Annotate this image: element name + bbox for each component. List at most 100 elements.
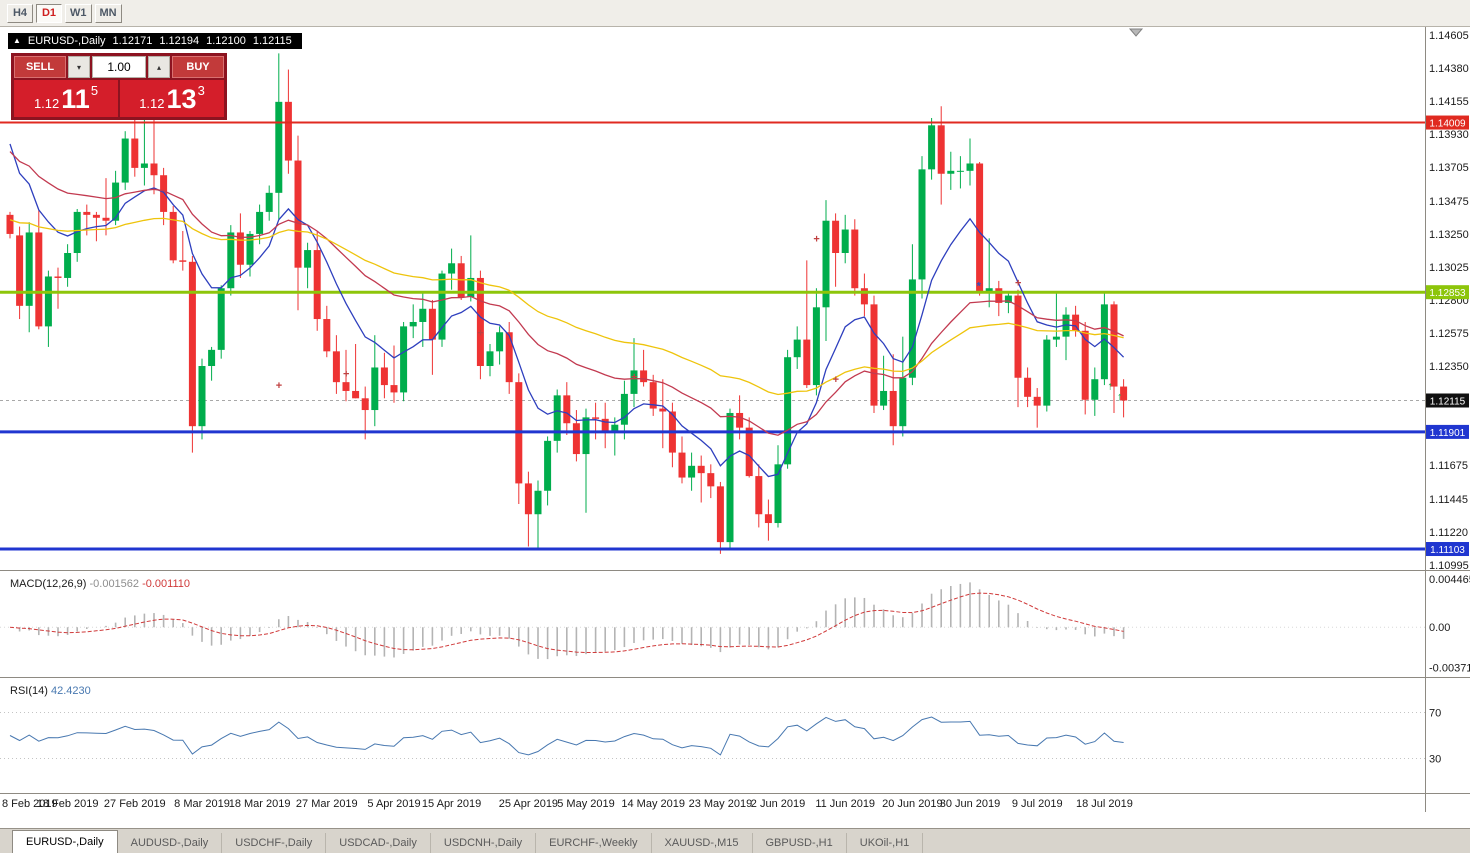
svg-text:5 May 2019: 5 May 2019	[557, 798, 614, 810]
chart-info-bar: ▲ EURUSD-,Daily 1.12171 1.12194 1.12100 …	[8, 33, 302, 49]
ask-price-point: 3	[197, 83, 205, 98]
timeframe-buttons: H4 D1 W1 MN	[7, 3, 122, 23]
tab-usdcnh-daily[interactable]: USDCNH-,Daily	[431, 833, 537, 853]
rsi-line	[9, 716, 1124, 756]
svg-text:1.13705: 1.13705	[1429, 162, 1469, 174]
trade-arrow-marker: ↑	[1107, 381, 1113, 393]
tab-xauusd-m15[interactable]: XAUUSD-,M15	[652, 833, 753, 853]
svg-text:1.11220: 1.11220	[1429, 527, 1468, 539]
timeframe-button-h4[interactable]: H4	[7, 3, 33, 23]
ask-price-pips: 13	[166, 84, 197, 115]
svg-text:18 Feb 2019: 18 Feb 2019	[37, 798, 99, 810]
ohlc-close: 1.12115	[252, 35, 292, 47]
price-tag	[1426, 285, 1469, 300]
svg-text:70: 70	[1429, 708, 1441, 720]
tab-eurusd-daily[interactable]: EURUSD-,Daily	[12, 830, 118, 853]
bid-price-pips: 11	[61, 84, 90, 115]
trade-marker: +	[1015, 277, 1021, 289]
svg-text:1.10995: 1.10995	[1429, 560, 1469, 572]
svg-text:1.13475: 1.13475	[1429, 196, 1469, 208]
tab-usdchf-daily[interactable]: USDCHF-,Daily	[222, 833, 327, 853]
ohlc-high: 1.12194	[159, 35, 200, 47]
trade-arrow-marker: ↑	[1117, 391, 1123, 403]
svg-text:-0.003715: -0.003715	[1429, 662, 1470, 674]
chart-symbol-label: EURUSD-,Daily	[27, 35, 106, 47]
tab-audusd-daily[interactable]: AUDUSD-,Daily	[118, 833, 223, 853]
volume-value: 1.00	[107, 60, 131, 74]
svg-text:1.11445: 1.11445	[1429, 494, 1468, 506]
svg-text:11 Jun 2019: 11 Jun 2019	[815, 798, 875, 810]
fast-ma-line	[9, 143, 1125, 478]
main-price-panel[interactable]: + + + + + + * + ↑ ↑	[0, 28, 1425, 554]
tab-usdcad-daily[interactable]: USDCAD-,Daily	[326, 833, 431, 853]
svg-text:15 Apr 2019: 15 Apr 2019	[422, 798, 481, 810]
timeframe-button-mn[interactable]: MN	[94, 3, 122, 23]
svg-text:23 May 2019: 23 May 2019	[689, 798, 753, 810]
rsi-panel-title: RSI(14) 42.4230	[10, 685, 91, 697]
svg-text:18 Jul 2019: 18 Jul 2019	[1076, 798, 1133, 810]
price-tag	[1426, 393, 1469, 408]
svg-text:1.14605: 1.14605	[1429, 30, 1469, 42]
tab-eurchf-weekly[interactable]: EURCHF-,Weekly	[536, 833, 652, 853]
svg-text:9 Jul 2019: 9 Jul 2019	[1012, 798, 1063, 810]
svg-text:1.12115: 1.12115	[1430, 396, 1466, 407]
svg-text:1.12575: 1.12575	[1429, 328, 1469, 340]
bid-price-prefix: 1.12	[33, 96, 60, 112]
svg-text:25 Apr 2019: 25 Apr 2019	[499, 798, 558, 810]
svg-text:30: 30	[1429, 754, 1441, 766]
price-tag	[1426, 115, 1469, 130]
buy-button[interactable]: BUY	[172, 56, 224, 78]
svg-text:5 Apr 2019: 5 Apr 2019	[367, 798, 420, 810]
ask-price-display[interactable]: 1.12 13 3	[120, 80, 224, 117]
trade-marker: +	[343, 368, 349, 380]
trade-marker: +	[477, 327, 483, 339]
rsi-panel[interactable]: 70 30 RSI(14) 42.4230	[0, 685, 1441, 766]
volume-input[interactable]: 1.00	[92, 56, 146, 78]
svg-text:1.14009: 1.14009	[1429, 119, 1466, 130]
svg-text:8 Feb 2019: 8 Feb 2019	[2, 798, 58, 810]
volume-decrease-button[interactable]: ▾	[68, 56, 90, 78]
price-axis[interactable]: 1.14605 1.14380 1.14155 1.13930 1.13705 1.134…	[1426, 30, 1469, 572]
bid-price-display[interactable]: 1.12 11 5	[14, 80, 118, 117]
slow-ma-line	[9, 217, 1124, 396]
one-click-trading-panel: SELL ▾ 1.00 ▴ BUY 1.12 11 5 1.12 13 3	[11, 53, 227, 120]
svg-text:1.12853: 1.12853	[1429, 288, 1466, 299]
trade-marker: +	[833, 374, 839, 386]
svg-text:0.00: 0.00	[1429, 622, 1450, 634]
trade-marker: +	[276, 380, 282, 392]
tab-gbpusd-h1[interactable]: GBPUSD-,H1	[753, 833, 847, 853]
trade-marker: +	[631, 371, 637, 383]
svg-text:8 Mar 2019: 8 Mar 2019	[174, 798, 230, 810]
svg-text:2 Jun 2019: 2 Jun 2019	[751, 798, 805, 810]
triangle-down-icon: ▾	[76, 62, 81, 72]
trade-marker: *	[977, 280, 982, 292]
macd-panel-title: MACD(12,26,9) -0.001562 -0.001110	[10, 578, 190, 590]
triangle-up-icon: ▴	[156, 62, 161, 72]
svg-text:0.004465: 0.004465	[1429, 574, 1470, 586]
ask-price-prefix: 1.12	[139, 96, 165, 112]
timeframe-button-w1[interactable]: W1	[65, 3, 92, 23]
sell-button[interactable]: SELL	[14, 56, 66, 78]
svg-text:14 May 2019: 14 May 2019	[621, 798, 685, 810]
svg-text:27 Mar 2019: 27 Mar 2019	[296, 798, 358, 810]
tab-ukoil-h1[interactable]: UKOil-,H1	[847, 833, 924, 853]
up-triangle-icon: ▲	[13, 36, 21, 45]
chart-tab-bar: EURUSD-,Daily AUDUSD-,Daily USDCHF-,Daily U…	[0, 828, 1470, 853]
volume-increase-button[interactable]: ▴	[148, 56, 170, 78]
svg-text:1.14155: 1.14155	[1429, 96, 1469, 108]
timeframe-button-d1[interactable]: D1	[36, 3, 62, 23]
svg-text:1.13025: 1.13025	[1429, 262, 1469, 274]
macd-panel[interactable]: 0.004465 0.00 -0.003715 MACD(12,26,9) -0.00…	[0, 574, 1470, 674]
candles-layer	[6, 53, 1128, 554]
ohlc-low: 1.12100	[206, 35, 246, 47]
chart-shift-marker-icon	[1128, 28, 1144, 37]
svg-text:27 Feb 2019: 27 Feb 2019	[104, 798, 166, 810]
price-tag	[1426, 424, 1469, 439]
svg-text:1.11103: 1.11103	[1430, 545, 1465, 556]
price-tag	[1426, 542, 1469, 557]
trade-marker: +	[813, 233, 819, 245]
svg-text:30 Jun 2019: 30 Jun 2019	[940, 798, 1001, 810]
svg-text:1.13930: 1.13930	[1429, 129, 1469, 141]
